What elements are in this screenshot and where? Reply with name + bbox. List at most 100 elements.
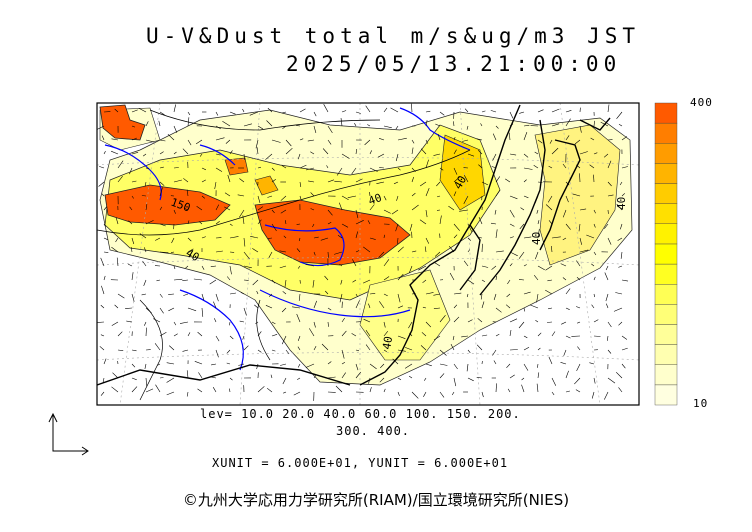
wind-vector [367, 124, 371, 127]
wind-vector [281, 165, 287, 169]
wind-vector [523, 179, 527, 183]
wind-vector [379, 377, 385, 383]
wind-vector [252, 248, 259, 253]
wind-vector [551, 331, 556, 337]
wind-vector [621, 136, 628, 141]
wind-vector [509, 111, 514, 119]
wind-vector [518, 279, 525, 281]
wind-vector [562, 277, 567, 281]
wind-vector [271, 167, 275, 171]
wind-vector [256, 290, 259, 295]
wind-vector [145, 167, 150, 170]
wind-vector [173, 104, 176, 113]
colorbar-swatch [654, 364, 678, 386]
wind-vector [561, 321, 567, 325]
wind-vector [229, 335, 234, 340]
wind-vector [224, 192, 231, 197]
wind-vector [418, 265, 427, 271]
wind-vector [187, 111, 191, 116]
wind-vector [618, 124, 623, 127]
wind-vector [126, 320, 133, 323]
wind-vector [508, 132, 511, 141]
wind-vector [425, 321, 432, 328]
wind-vector [551, 108, 560, 113]
wind-vector [433, 307, 441, 309]
wind-vector [142, 153, 147, 157]
wind-vector [296, 313, 301, 323]
wind-vector [495, 307, 502, 313]
wind-vector [341, 110, 347, 113]
wind-vector [112, 372, 119, 379]
wind-vector [433, 293, 441, 296]
wind-vector [463, 195, 469, 204]
wind-vector [621, 363, 626, 369]
wind-vector [299, 195, 302, 200]
wind-vector [271, 279, 276, 284]
wind-vector [111, 321, 119, 326]
wind-vector [425, 120, 428, 127]
wind-vector [509, 195, 518, 200]
wind-vector [493, 293, 497, 301]
wind-vector [239, 209, 245, 218]
wind-vector [339, 293, 343, 303]
wind-vector [397, 137, 407, 141]
wind-vector [281, 307, 287, 313]
wind-vector [425, 237, 430, 244]
wind-vector [593, 174, 595, 183]
wind-vector [575, 389, 581, 393]
wind-vector [453, 316, 460, 323]
wind-vector [537, 372, 540, 379]
wind-vector [144, 181, 147, 187]
wind-vector [130, 246, 133, 253]
wind-vector [453, 136, 456, 141]
wind-vector [607, 237, 612, 245]
wind-vector [99, 166, 105, 169]
wind-vector [313, 321, 316, 328]
wind-vector [383, 388, 386, 393]
wind-vector [579, 173, 581, 183]
wind-vector [339, 202, 343, 211]
wind-vector [285, 139, 292, 147]
wind-vector [548, 165, 553, 169]
wind-vector [591, 391, 595, 399]
wind-vector [187, 117, 190, 127]
wind-vector [101, 135, 105, 141]
wind-vector [255, 321, 259, 324]
wind-vector [257, 125, 264, 130]
wind-vector [467, 237, 472, 241]
wind-vector [383, 234, 385, 239]
colorbar-swatch [654, 203, 678, 225]
wind-vector [215, 250, 223, 253]
wind-vector [159, 111, 165, 116]
wind-vector [280, 195, 287, 201]
wind-vector [159, 251, 169, 253]
wind-vector [239, 320, 245, 323]
colorbar-min-label: 10 [693, 397, 709, 410]
wind-vector [523, 346, 530, 351]
wind-vector [476, 138, 483, 141]
wind-vector [242, 335, 245, 340]
wind-vector [257, 206, 264, 211]
wind-vector [159, 139, 166, 142]
wind-vector [215, 111, 219, 116]
wind-vector [211, 363, 217, 366]
wind-vector [433, 261, 441, 267]
wind-vector [618, 265, 623, 268]
wind-vector [565, 335, 571, 339]
wind-vector [523, 264, 527, 267]
wind-vector [131, 237, 135, 245]
wind-vector [114, 108, 119, 113]
wind-vector [229, 111, 236, 115]
wind-vector [145, 388, 154, 393]
wind-vector [565, 223, 571, 230]
wind-vector [116, 257, 119, 267]
wind-vector [243, 345, 249, 351]
wind-vector [313, 251, 316, 256]
wind-vector [299, 181, 302, 187]
wind-vector [310, 208, 315, 211]
wind-vector [411, 204, 419, 211]
wind-vector [103, 358, 107, 365]
wind-vector [481, 301, 485, 309]
wind-vector [334, 251, 343, 255]
wind-vector [279, 250, 287, 253]
